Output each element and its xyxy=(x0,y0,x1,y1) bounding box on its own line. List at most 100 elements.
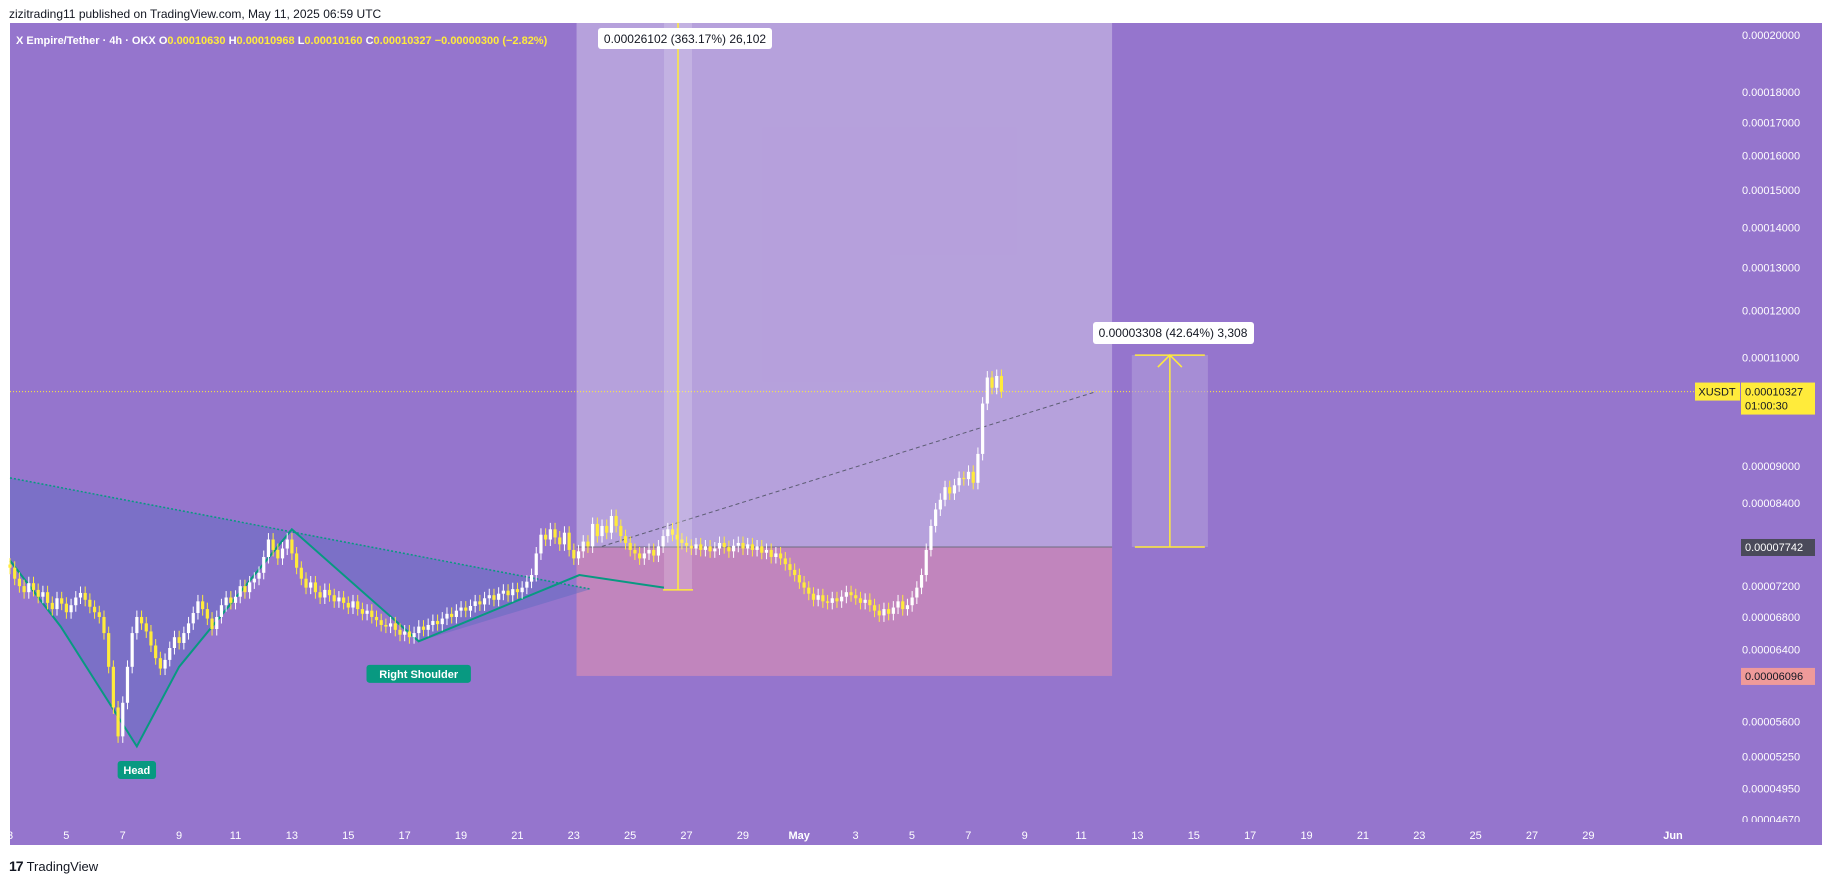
candle-body xyxy=(849,592,853,596)
candle-body xyxy=(478,601,482,605)
candle-body xyxy=(633,549,637,554)
stop-badge xyxy=(1741,667,1815,685)
candle-body xyxy=(656,546,661,556)
time-tick: 9 xyxy=(176,830,182,842)
candle-body xyxy=(680,539,684,543)
candle-body xyxy=(529,575,534,582)
candle-body xyxy=(727,547,731,552)
price-tick: 0.00006800 xyxy=(1742,612,1800,624)
candle-body xyxy=(271,539,275,550)
time-tick: 3 xyxy=(853,830,859,842)
candle-body xyxy=(825,601,830,603)
candle-body xyxy=(27,583,31,593)
candle-body xyxy=(976,453,980,483)
time-tick: Jun xyxy=(1663,830,1683,842)
candle-body xyxy=(938,499,942,510)
candle-body xyxy=(778,553,783,559)
candle-body xyxy=(591,523,595,547)
tradingview-logo-icon: 17 xyxy=(9,858,24,874)
candle-body xyxy=(868,599,872,606)
candle-body xyxy=(398,629,402,635)
candle-body xyxy=(915,587,919,598)
candle-body xyxy=(384,624,388,627)
candle-body xyxy=(257,572,261,579)
candle-body xyxy=(919,575,924,588)
candle-body xyxy=(177,637,181,643)
time-tick: 29 xyxy=(1582,830,1594,842)
candle-body xyxy=(755,546,759,550)
candle-body xyxy=(534,553,538,576)
candle-body xyxy=(13,567,17,579)
candle-body xyxy=(887,609,891,614)
stop-badge-text: 0.00006096 xyxy=(1745,671,1803,683)
price-tick: 0.00020000 xyxy=(1742,30,1800,42)
target-measure-label: 0.00026102 (363.17%) 26,102 xyxy=(604,32,766,46)
time-tick: 3 xyxy=(7,830,13,842)
candle-body xyxy=(412,633,416,638)
candle-body xyxy=(844,592,848,597)
candle-body xyxy=(896,601,900,608)
candle-body xyxy=(299,567,303,579)
candle-body xyxy=(69,605,73,613)
candle-body xyxy=(55,598,59,610)
candle-body xyxy=(374,616,379,621)
time-tick: May xyxy=(789,830,811,842)
candle-body xyxy=(243,586,247,593)
time-tick: 17 xyxy=(398,830,410,842)
candle-body xyxy=(562,532,567,545)
candle-body xyxy=(558,537,562,545)
candle-body xyxy=(699,544,703,550)
candle-body xyxy=(186,623,191,634)
candle-body xyxy=(346,602,350,608)
candle-body xyxy=(750,544,754,550)
price-tick: 0.00007200 xyxy=(1742,581,1800,593)
price-tick: 0.00004950 xyxy=(1742,783,1800,795)
candle-body xyxy=(182,633,186,643)
last-price-value: 0.00010327 xyxy=(1745,387,1803,399)
candle-body xyxy=(746,544,750,549)
candle-body xyxy=(544,534,548,540)
candle-body xyxy=(332,595,336,602)
close-value: 0.00010327 xyxy=(374,35,435,47)
candle-body xyxy=(149,631,153,646)
candle-body xyxy=(990,377,994,388)
candle-body xyxy=(431,620,435,625)
candle-body xyxy=(821,595,825,602)
candle-body xyxy=(548,529,552,540)
candle-body xyxy=(882,609,886,616)
candle-body xyxy=(163,659,167,669)
candle-body xyxy=(440,618,444,625)
candle-body xyxy=(191,613,195,624)
price-tick: 0.00006400 xyxy=(1742,645,1800,657)
candle-body xyxy=(280,548,285,559)
price-tick: 0.00018000 xyxy=(1742,87,1800,99)
candle-body xyxy=(642,553,646,559)
candle-body xyxy=(764,549,769,553)
candle-body xyxy=(666,529,670,537)
candle-body xyxy=(78,592,83,598)
candle-body xyxy=(304,578,308,588)
price-tick: 0.00008400 xyxy=(1742,498,1800,510)
candle-body xyxy=(858,598,863,603)
pattern-label-box xyxy=(366,664,471,683)
candle-body xyxy=(539,534,543,554)
candle-body xyxy=(830,598,834,603)
time-tick: 9 xyxy=(1022,830,1028,842)
candle-body xyxy=(515,589,520,593)
candle-body xyxy=(224,597,228,606)
candle-body xyxy=(652,549,656,556)
candle-body xyxy=(158,658,162,669)
time-tick: 5 xyxy=(63,830,69,842)
candle-body xyxy=(365,610,369,614)
candle-body xyxy=(966,471,971,480)
candle-body xyxy=(468,605,473,611)
time-tick: 29 xyxy=(737,830,749,842)
candle-body xyxy=(135,616,139,634)
price-chart[interactable]: 0.00026102 (363.17%) 26,102 0.00003308 (4… xyxy=(0,0,1835,852)
candle-body xyxy=(172,637,177,648)
candle-body xyxy=(910,597,914,606)
candle-body xyxy=(445,613,449,619)
candle-body xyxy=(229,597,233,603)
candle-body xyxy=(111,666,115,708)
tradingview-logo[interactable]: 17 TradingView xyxy=(9,858,98,874)
